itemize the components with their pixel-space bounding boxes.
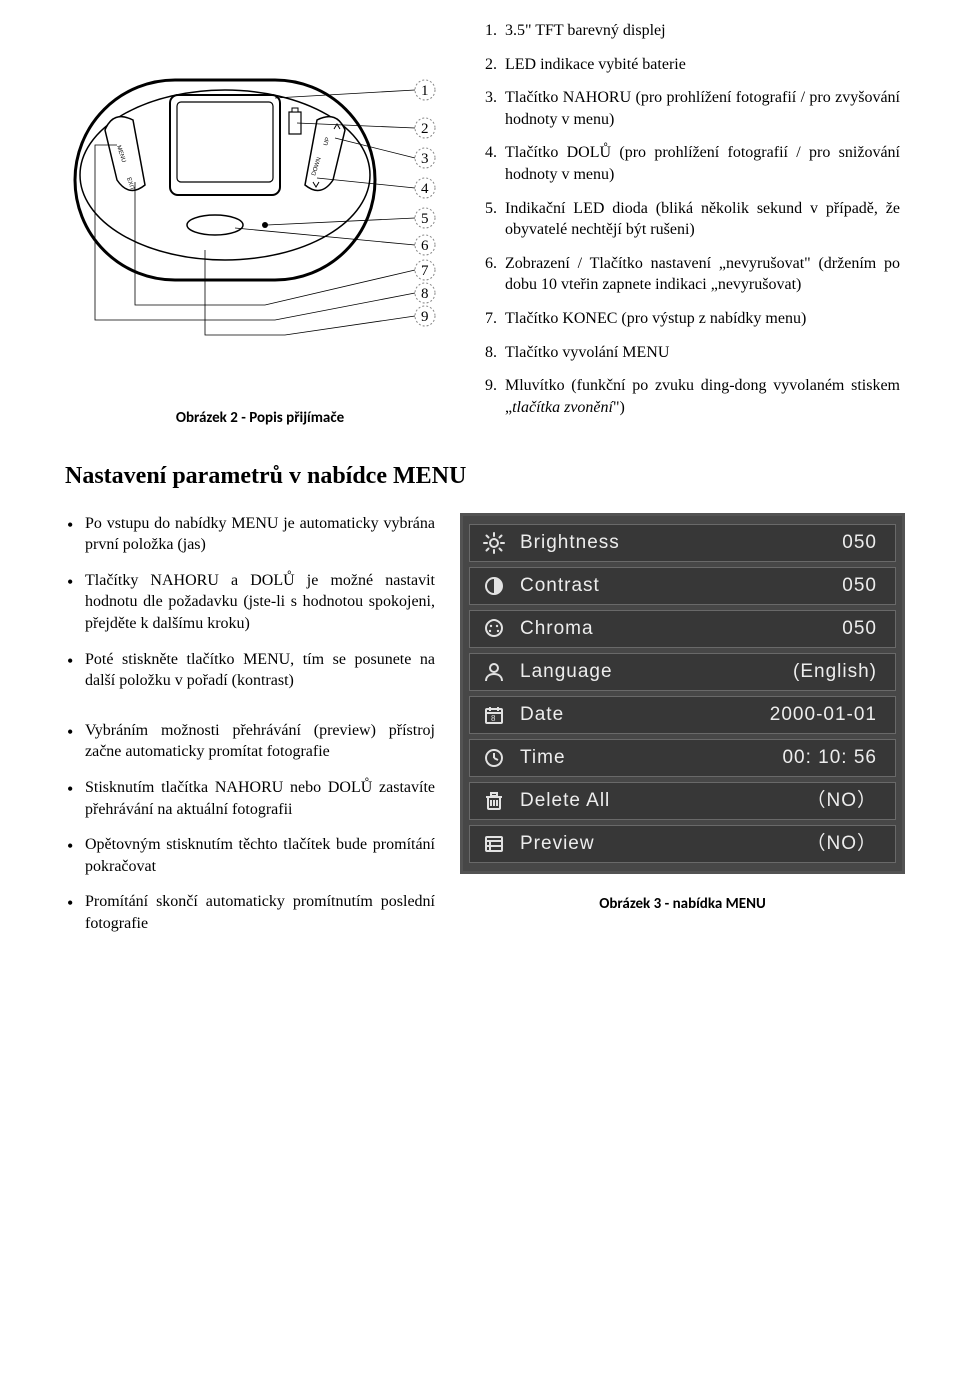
description-list-column: 3.5" TFT barevný displej LED indikace vy… — [485, 20, 900, 430]
svg-text:8: 8 — [421, 286, 429, 302]
date-icon: 8 — [476, 700, 512, 730]
device-figure-column: UP DOWN MENU EXIT 1 2 3 4 5 — [65, 20, 455, 430]
bullet-item: Po vstupu do nabídky MENU je automaticky… — [65, 513, 435, 556]
menu-value: 050 — [842, 530, 889, 556]
svg-text:3: 3 — [421, 151, 429, 167]
menu-row-time: Time 00: 10: 56 — [469, 739, 896, 777]
desc-item: Indikační LED dioda (bliká několik sekun… — [485, 198, 900, 241]
desc-item: LED indikace vybité baterie — [485, 54, 900, 76]
bullet-item: Opětovným stisknutím těchto tlačítek bud… — [65, 834, 435, 877]
preview-icon — [476, 829, 512, 859]
menu-screenshot: Brightness 050 Contrast 050 Chroma 050 — [460, 513, 905, 874]
desc-item: Tlačítko DOLŮ (pro prohlížení fotografií… — [485, 142, 900, 185]
menu-value: （NO） — [806, 831, 889, 857]
contrast-icon — [476, 571, 512, 601]
bullet-item: Vybráním možnosti přehrávání (preview) p… — [65, 720, 435, 763]
bullet-item: Promítání skončí automaticky promítnutím… — [65, 891, 435, 934]
menu-label: Language — [512, 659, 793, 685]
desc-item: 3.5" TFT barevný displej — [485, 20, 900, 42]
svg-text:1: 1 — [421, 83, 429, 99]
svg-text:8: 8 — [491, 714, 496, 723]
menu-value: 050 — [842, 573, 889, 599]
menu-label: Delete All — [512, 788, 806, 814]
description-list: 3.5" TFT barevný displej LED indikace vy… — [485, 20, 900, 418]
figure2-caption: Obrázek 2 - Popis přijímače — [176, 408, 344, 428]
bullet-column: Po vstupu do nabídky MENU je automaticky… — [65, 513, 435, 949]
figure3-caption: Obrázek 3 - nabídka MENU — [599, 894, 766, 914]
bullet-item: Stisknutím tlačítka NAHORU nebo DOLŮ zas… — [65, 777, 435, 820]
svg-text:2: 2 — [421, 121, 429, 137]
mid-section: Po vstupu do nabídky MENU je automaticky… — [65, 513, 900, 949]
desc-item: Tlačítko vyvolání MENU — [485, 342, 900, 364]
bullet-list: Po vstupu do nabídky MENU je automaticky… — [65, 513, 435, 935]
menu-label: Contrast — [512, 573, 842, 599]
desc-item: Tlačítko KONEC (pro výstup z nabídky men… — [485, 308, 900, 330]
menu-label: Chroma — [512, 616, 842, 642]
menu-row-language: Language (English) — [469, 653, 896, 691]
menu-row-brightness: Brightness 050 — [469, 524, 896, 562]
menu-value: (English) — [793, 659, 889, 685]
menu-label: Preview — [512, 831, 806, 857]
device-diagram: UP DOWN MENU EXIT 1 2 3 4 5 — [65, 50, 455, 400]
desc-item: Mluvítko (funkční po zvuku ding-dong vyv… — [485, 375, 900, 418]
delete-icon — [476, 786, 512, 816]
menu-value: 2000-01-01 — [770, 702, 889, 728]
menu-label: Time — [512, 745, 782, 771]
desc-item: Tlačítko NAHORU (pro prohlížení fotograf… — [485, 87, 900, 130]
bullet-item: Poté stiskněte tlačítko MENU, tím se pos… — [65, 649, 435, 692]
menu-row-chroma: Chroma 050 — [469, 610, 896, 648]
time-icon — [476, 743, 512, 773]
svg-text:9: 9 — [421, 309, 429, 325]
top-section: UP DOWN MENU EXIT 1 2 3 4 5 — [65, 20, 900, 430]
menu-value: （NO） — [806, 788, 889, 814]
section-title: Nastavení parametrů v nabídce MENU — [65, 460, 900, 492]
menu-row-contrast: Contrast 050 — [469, 567, 896, 605]
menu-value: 00: 10: 56 — [782, 745, 889, 771]
menu-value: 050 — [842, 616, 889, 642]
chroma-icon — [476, 614, 512, 644]
language-icon — [476, 657, 512, 687]
menu-label: Brightness — [512, 530, 842, 556]
menu-row-date: 8 Date 2000-01-01 — [469, 696, 896, 734]
menu-figure-column: Brightness 050 Contrast 050 Chroma 050 — [460, 513, 905, 914]
svg-text:4: 4 — [421, 181, 429, 197]
menu-label: Date — [512, 702, 770, 728]
svg-text:6: 6 — [421, 238, 429, 254]
bullet-item: Tlačítky NAHORU a DOLŮ je možné nastavit… — [65, 570, 435, 635]
desc-item: Zobrazení / Tlačítko nastavení „nevyrušo… — [485, 253, 900, 296]
svg-text:7: 7 — [421, 263, 429, 279]
menu-row-delete: Delete All （NO） — [469, 782, 896, 820]
svg-text:5: 5 — [421, 211, 429, 227]
menu-row-preview: Preview （NO） — [469, 825, 896, 863]
brightness-icon — [476, 528, 512, 558]
